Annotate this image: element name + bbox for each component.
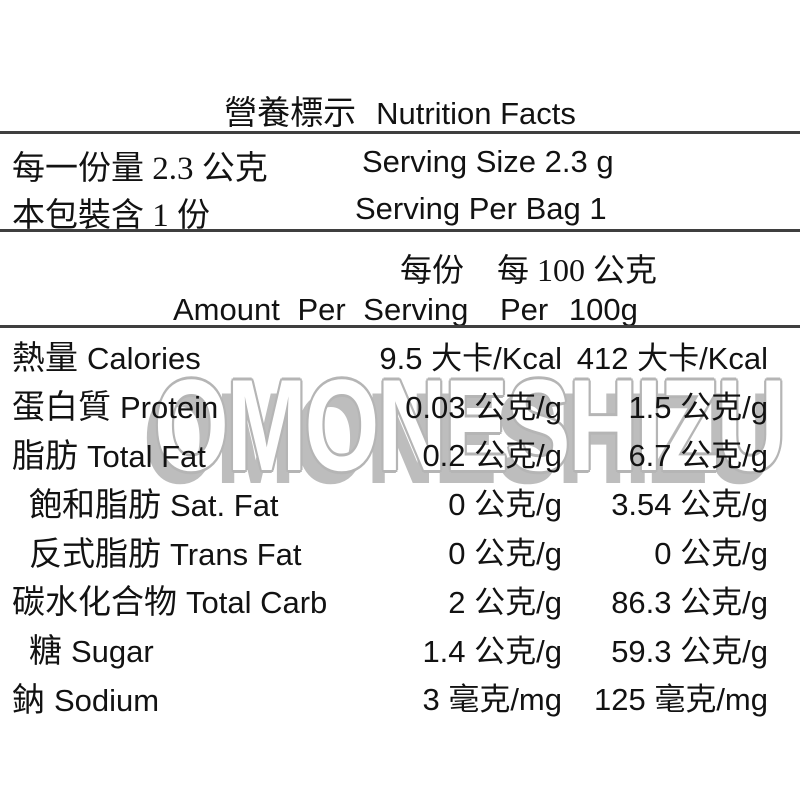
value-per-serving: 0 公克/g <box>448 487 562 523</box>
value-per-100g: 412 大卡/Kcal <box>576 340 768 376</box>
title-chinese: 營養標示 <box>224 96 357 132</box>
row-label: 熱量 Calories <box>12 341 201 378</box>
row-label: 脂肪 Total Fat <box>12 438 206 475</box>
table-row-protein: 蛋白質 Protein 0.03 公克/g 1.5 公克/g <box>12 380 768 429</box>
value-per-serving: 3 毫克/mg <box>422 682 562 718</box>
value-per-serving: 2 公克/g <box>448 584 562 620</box>
title-english: Nutrition Facts <box>376 96 576 131</box>
value-per-serving: 9.5 大卡/Kcal <box>379 340 562 376</box>
watermark-text: OMONESHIZU <box>154 352 786 498</box>
table-row-total-fat: 脂肪 Total Fat 0.2 公克/g 6.7 公克/g <box>12 429 768 478</box>
column-header-per-serving-en: Amount Per Serving <box>173 292 469 327</box>
column-header-per-100g-zh: 每 100 公克 <box>497 252 658 288</box>
value-per-100g: 125 毫克/mg <box>593 682 768 718</box>
row-label: 碳水化合物 Total Carb <box>12 585 328 622</box>
serving-per-bag-en: Serving Per Bag 1 <box>355 191 607 226</box>
value-per-100g: 86.3 公克/g <box>611 584 768 620</box>
value-per-100g: 0 公克/g <box>654 536 768 572</box>
value-per-serving: 0.2 公克/g <box>422 438 562 474</box>
value-per-serving: 1.4 公克/g <box>422 633 562 669</box>
serving-size-zh: 每一份量 2.3 公克 <box>12 151 268 187</box>
column-header-per-100g-en: Per 100g <box>500 292 638 327</box>
column-header-per-serving-zh: 每份 <box>400 252 465 288</box>
table-row-sodium: 鈉 Sodium 3 毫克/mg 125 毫克/mg <box>12 673 768 722</box>
row-label: 飽和脂肪 Sat. Fat <box>29 487 279 524</box>
row-label: 鈉 Sodium <box>12 682 160 719</box>
row-label: 蛋白質 Protein <box>12 390 219 427</box>
nutrient-table: 熱量 Calories 9.5 大卡/Kcal 412 大卡/Kcal 蛋白質 Pr… <box>0 331 800 721</box>
value-per-serving: 0.03 公克/g <box>405 389 562 425</box>
serving-per-bag-zh: 本包裝含 1 份 <box>12 198 210 234</box>
divider-table-top <box>0 325 800 328</box>
divider-middle <box>0 229 800 232</box>
page-title: 營養標示 Nutrition Facts <box>0 86 800 134</box>
table-row-total-carb: 碳水化合物 Total Carb 2 公克/g 86.3 公克/g <box>12 575 768 624</box>
value-per-100g: 59.3 公克/g <box>611 633 768 669</box>
table-row-trans-fat: 反式脂肪 Trans Fat 0 公克/g 0 公克/g <box>12 526 768 575</box>
table-row-sat-fat: 飽和脂肪 Sat. Fat 0 公克/g 3.54 公克/g <box>12 477 768 526</box>
serving-size-en: Serving Size 2.3 g <box>362 144 614 179</box>
row-label: 糖 Sugar <box>29 634 154 671</box>
value-per-100g: 1.5 公克/g <box>628 389 768 425</box>
row-label: 反式脂肪 Trans Fat <box>29 536 302 573</box>
table-row-calories: 熱量 Calories 9.5 大卡/Kcal 412 大卡/Kcal <box>12 331 768 380</box>
value-per-serving: 0 公克/g <box>448 536 562 572</box>
value-per-100g: 3.54 公克/g <box>611 487 768 523</box>
divider-top <box>0 131 800 134</box>
table-row-sugar: 糖 Sugar 1.4 公克/g 59.3 公克/g <box>12 624 768 673</box>
value-per-100g: 6.7 公克/g <box>628 438 768 474</box>
